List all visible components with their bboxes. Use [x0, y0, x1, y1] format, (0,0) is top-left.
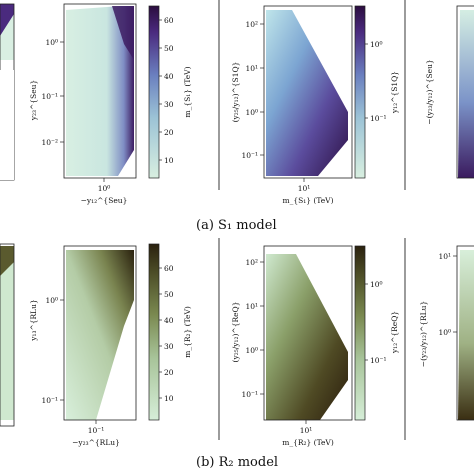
row2-cb-a-label: m_{R₂} (TeV) — [183, 306, 192, 358]
row2-colorbar-b: 10⁰ 10⁻¹ y₁₂^{ReQ} — [354, 245, 399, 421]
row2-a-ytick-0: 10⁰ — [45, 296, 58, 305]
row1-cb-b-tick-1: 10⁻¹ — [370, 114, 387, 123]
row2-panel-c: 10¹ 10⁰ −(y₂₃/y₁₂)^{RLu} — [419, 245, 474, 421]
row1-panel-a: 10⁰ 10⁻¹ 10⁻² 10⁰ −y₁₂^{Seu} y₂₃^{Seu} — [29, 3, 137, 205]
row1-cb-a-tick-2: 40 — [164, 72, 174, 81]
row2-b-ylabel: (y₂₅/y₁₂)^{ReQ} — [231, 302, 240, 363]
row1-b-ytick-0: 10² — [245, 20, 258, 29]
row1-panel-b: 10² 10¹ 10⁰ 10⁻¹ 10¹ m_{S₁} (TeV) (y₂₅/y… — [231, 5, 353, 205]
row1-b-region — [266, 10, 348, 176]
row2-cb-b-label: y₁₂^{ReQ} — [390, 311, 399, 354]
caption-s1-model: (a) S₁ model — [196, 218, 277, 233]
row2-a-frame — [63, 245, 137, 421]
row2-b-ytick-2: 10⁰ — [245, 346, 258, 355]
row2-cb-a-tick-1: 50 — [164, 290, 174, 299]
row1-cb-a-tick-5: 10 — [164, 156, 174, 165]
row1-cb-b-tick-0: 10⁰ — [370, 40, 383, 49]
row2-c-ytick-0: 10¹ — [438, 252, 451, 261]
row1-panel-c: −(y₂₃/y₁₂)^{Seu} — [425, 5, 474, 179]
row1-a-xtick-0: 10⁰ — [98, 184, 111, 193]
row1-c-ylabel: −(y₂₃/y₁₂)^{Seu} — [425, 59, 434, 124]
row2-b-xtick-0: 10¹ — [300, 426, 313, 435]
row2-cb-a-tick-0: 60 — [164, 264, 174, 273]
row2-a-ytick-1: 10⁻¹ — [41, 396, 58, 405]
row2-c-ytick-1: 10⁰ — [438, 328, 451, 337]
row2-b-ytick-0: 10² — [245, 258, 258, 267]
row1-a-ytick-0: 10⁰ — [45, 38, 58, 47]
row2-b-ytick-1: 10¹ — [245, 302, 258, 311]
row1-cb-a-tick-0: 60 — [164, 16, 174, 25]
row1-b-ytick-2: 10⁰ — [245, 108, 258, 117]
row2-c-ylabel: −(y₂₃/y₁₂)^{RLu} — [419, 301, 428, 367]
row1-a-ytick-1: 10⁻¹ — [41, 92, 58, 101]
row2-b-frame — [263, 245, 353, 421]
row1-cb-a-tick-4: 20 — [164, 128, 174, 137]
row1-a-ylabel: y₂₃^{Seu} — [29, 80, 38, 122]
row1-left-cropped-panel — [0, 3, 15, 181]
row1-b-xlabel: m_{S₁} (TeV) — [282, 196, 333, 205]
row1-b-frame — [263, 5, 353, 179]
caption-r2-model: (b) R₂ model — [196, 455, 279, 470]
row2-a-xtick-0: 10⁻¹ — [88, 426, 105, 435]
row1-cb-a-label: m_{S₁} (TeV) — [183, 66, 192, 117]
row2-cb-a-tick-5: 10 — [164, 394, 174, 403]
row2-b-region — [266, 254, 348, 420]
row1-b-xtick-0: 10¹ — [298, 184, 311, 193]
row2-colorbar-a: 60 50 40 30 20 10 m_{R₂} (TeV) — [148, 243, 192, 421]
row2-cb-b-tick-0: 10⁰ — [370, 280, 383, 289]
row2-cb-b-tick-1: 10⁻¹ — [370, 356, 387, 365]
row1-colorbar-b: 10⁰ 10⁻¹ y₁₂^{S1Q} — [354, 5, 399, 179]
row1-b-ytick-3: 10⁻¹ — [241, 151, 258, 160]
row2-cb-a-tick-4: 20 — [164, 368, 174, 377]
row2-panel-b: 10² 10¹ 10⁰ 10⁻¹ 10¹ m_{R₂} (TeV) (y₂₅/y… — [231, 245, 353, 447]
row1-cb-a-ticks: 60 50 40 30 20 10 — [159, 16, 174, 165]
row2-panel-a: 10⁰ 10⁻¹ 10⁻¹ −y₂₃^{RLu} y₁₃^{RLu} — [29, 245, 137, 447]
row2-a-ylabel: y₁₃^{RLu} — [29, 299, 38, 342]
row1-a-xlabel: −y₁₂^{Seu} — [81, 196, 128, 205]
row1-colorbar-a: 60 50 40 30 20 10 m_{S₁} (TeV) — [148, 5, 192, 179]
row2-cb-a-tick-3: 30 — [164, 342, 174, 351]
row1-a-region — [66, 6, 134, 176]
row1-cb-a-tick-1: 50 — [164, 44, 174, 53]
row1-cb-a-tick-3: 30 — [164, 100, 174, 109]
row1-cb-b-label: y₁₂^{S1Q} — [390, 71, 399, 114]
row2-a-region — [66, 250, 134, 420]
row1-a-frame — [63, 3, 137, 179]
row2-b-ytick-3: 10⁻¹ — [241, 390, 258, 399]
row2-cb-a-tick-2: 40 — [164, 316, 174, 325]
row2-a-xlabel: −y₂₃^{RLu} — [72, 438, 120, 447]
row1-a-ytick-2: 10⁻² — [41, 138, 58, 147]
row2-b-xlabel: m_{R₂} (TeV) — [282, 438, 334, 447]
row1-b-ytick-1: 10¹ — [245, 64, 258, 73]
row1-b-ylabel: (y₂₅/y₁₂)^{S1Q} — [231, 62, 240, 123]
row2-left-cropped-panel — [0, 243, 15, 427]
